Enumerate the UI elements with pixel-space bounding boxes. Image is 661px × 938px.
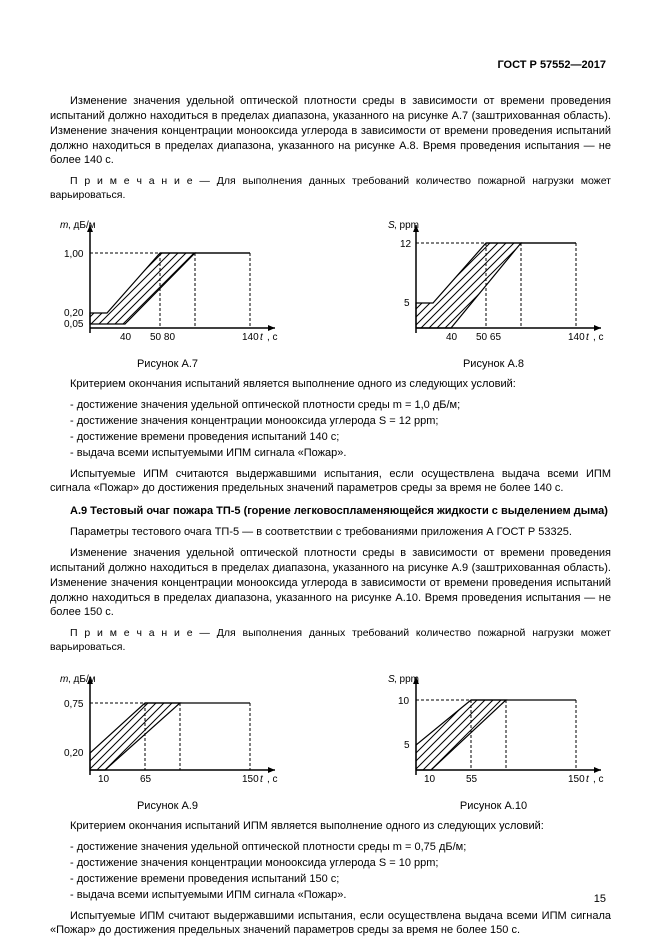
svg-text:t: t bbox=[586, 332, 590, 343]
svg-text:65: 65 bbox=[140, 774, 152, 785]
svg-text:, дБ/м: , дБ/м bbox=[68, 674, 96, 685]
svg-text:50 65: 50 65 bbox=[476, 332, 501, 343]
svg-text:150: 150 bbox=[568, 774, 585, 785]
note-label: П р и м е ч а н и е bbox=[70, 175, 193, 187]
paragraph: Испытуемые ИПМ считаются выдержавшими ис… bbox=[50, 467, 611, 497]
list-item: - достижение значения удельной оптическо… bbox=[50, 840, 611, 855]
svg-text:, c: , c bbox=[593, 774, 604, 785]
svg-text:, ppm: , ppm bbox=[394, 220, 419, 231]
chart-caption: Рисунок А.9 bbox=[50, 799, 285, 814]
paragraph: Испытуемые ИПМ считают выдержавшими испы… bbox=[50, 909, 611, 938]
svg-text:, ppm: , ppm bbox=[394, 674, 419, 685]
svg-text:5: 5 bbox=[404, 298, 410, 309]
svg-text:0,20: 0,20 bbox=[64, 308, 84, 319]
svg-text:150: 150 bbox=[242, 774, 259, 785]
paragraph: Изменение значения удельной оптической п… bbox=[50, 94, 611, 168]
note: П р и м е ч а н и е — Для выполнения дан… bbox=[50, 626, 611, 654]
list-item: - достижение времени проведения испытани… bbox=[50, 872, 611, 887]
section-heading: А.9 Тестовый очаг пожара ТП-5 (горение л… bbox=[50, 504, 611, 519]
list-item: - достижение значения концентрации моноо… bbox=[50, 414, 611, 429]
chart-caption: Рисунок А.7 bbox=[50, 357, 285, 372]
note: П р и м е ч а н и е — Для выполнения дан… bbox=[50, 174, 611, 202]
svg-text:t: t bbox=[260, 332, 264, 343]
svg-text:1,00: 1,00 bbox=[64, 249, 84, 260]
svg-text:12: 12 bbox=[400, 239, 412, 250]
svg-text:, c: , c bbox=[267, 332, 278, 343]
svg-text:0,75: 0,75 bbox=[64, 699, 84, 710]
list-item: - выдача всеми испытуемыми ИПМ сигнала «… bbox=[50, 888, 611, 903]
svg-text:t: t bbox=[586, 774, 590, 785]
chart-caption: Рисунок А.8 bbox=[376, 357, 611, 372]
svg-text:0,20: 0,20 bbox=[64, 748, 84, 759]
list-item: - достижение значения концентрации моноо… bbox=[50, 856, 611, 871]
svg-text:10: 10 bbox=[424, 774, 436, 785]
svg-text:5: 5 bbox=[404, 740, 410, 751]
document-page: ГОСТ Р 57552—2017 Изменение значения уде… bbox=[0, 0, 661, 935]
charts-row-1: m, дБ/м 1,00 0,20 0,05 40 50 80 140 t, c… bbox=[50, 213, 611, 372]
svg-text:, c: , c bbox=[267, 774, 278, 785]
svg-text:, дБ/м: , дБ/м bbox=[68, 220, 96, 231]
note-label: П р и м е ч а н и е bbox=[70, 627, 193, 639]
svg-text:140: 140 bbox=[242, 332, 259, 343]
page-number: 15 bbox=[594, 892, 606, 907]
svg-text:t: t bbox=[260, 774, 264, 785]
svg-text:40: 40 bbox=[446, 332, 458, 343]
chart-a7: m, дБ/м 1,00 0,20 0,05 40 50 80 140 t, c… bbox=[50, 213, 285, 372]
charts-row-2: m, дБ/м 0,75 0,20 10 65 150 t, c Рисунок… bbox=[50, 665, 611, 814]
chart-a8: S, ppm 12 5 40 50 65 140 t, c Рисунок А.… bbox=[376, 213, 611, 372]
document-id: ГОСТ Р 57552—2017 bbox=[497, 58, 606, 73]
svg-text:55: 55 bbox=[466, 774, 478, 785]
paragraph: Критерием окончания испытаний ИПМ являет… bbox=[50, 819, 611, 834]
chart-a9: m, дБ/м 0,75 0,20 10 65 150 t, c Рисунок… bbox=[50, 665, 285, 814]
svg-text:10: 10 bbox=[398, 696, 410, 707]
svg-text:0,05: 0,05 bbox=[64, 319, 84, 330]
chart-a10: S, ppm 10 5 10 55 150 t, c Рисунок А.10 bbox=[376, 665, 611, 814]
paragraph: Параметры тестового очага ТП-5 — в соотв… bbox=[50, 525, 611, 540]
svg-text:40: 40 bbox=[120, 332, 132, 343]
svg-text:50 80: 50 80 bbox=[150, 332, 175, 343]
svg-text:140: 140 bbox=[568, 332, 585, 343]
paragraph: Изменение значения удельной оптической п… bbox=[50, 546, 611, 620]
list-item: - достижение значения удельной оптическо… bbox=[50, 398, 611, 413]
svg-text:, c: , c bbox=[593, 332, 604, 343]
list-item: - выдача всеми испытуемыми ИПМ сигнала «… bbox=[50, 446, 611, 461]
list-item: - достижение времени проведения испытани… bbox=[50, 430, 611, 445]
svg-text:10: 10 bbox=[98, 774, 110, 785]
chart-caption: Рисунок А.10 bbox=[376, 799, 611, 814]
paragraph: Критерием окончания испытаний является в… bbox=[50, 377, 611, 392]
